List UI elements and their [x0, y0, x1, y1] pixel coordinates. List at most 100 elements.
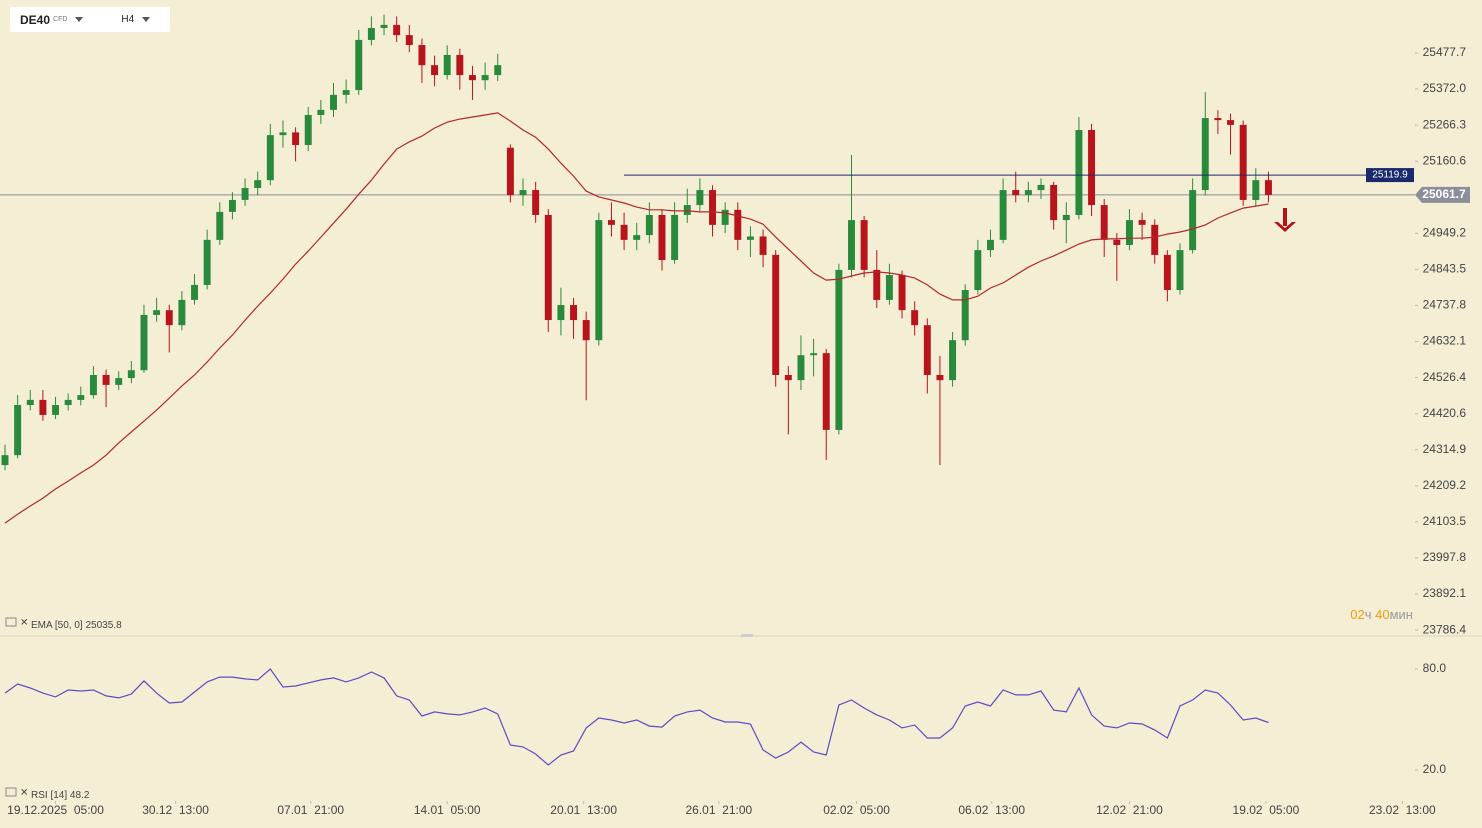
indicator-settings-icon[interactable] — [5, 617, 17, 627]
y-tick-label: 25160.6 — [1423, 153, 1467, 167]
candle-body — [620, 224, 628, 240]
candle-body — [77, 395, 85, 400]
candle-body — [949, 340, 957, 381]
candle-body — [494, 65, 502, 76]
candle-body — [999, 190, 1007, 240]
panel-resize-handle[interactable] — [741, 634, 753, 637]
candle-body — [279, 132, 287, 136]
candle-body — [1151, 224, 1159, 255]
dropdown-arrow[interactable] — [142, 17, 151, 22]
countdown-hours: 02 — [1350, 607, 1364, 622]
candle-body — [1062, 214, 1070, 221]
x-tick-label: 02.02 05:00 — [823, 803, 890, 817]
candle-body — [292, 132, 300, 146]
candle-body — [759, 236, 767, 255]
candle-body — [658, 214, 666, 261]
ema-line — [4, 112, 1269, 524]
dropdown-arrow[interactable] — [75, 17, 84, 22]
candle-body — [405, 35, 413, 46]
candle-body — [885, 275, 893, 300]
level-label: 25119.9 — [1372, 170, 1408, 181]
rsi-value: 48.2 — [70, 790, 90, 801]
y-tick-label: 24314.9 — [1423, 442, 1467, 456]
bar-countdown: 02ч 40мин — [1350, 607, 1413, 622]
symbol-tag: CFD — [53, 16, 68, 23]
last-price-box — [1415, 186, 1470, 203]
ema-legend: ✕ EMA [50, 0] 25035.8 — [5, 617, 123, 631]
candle-body — [1088, 130, 1096, 206]
candle-body — [683, 205, 691, 215]
y-tick-label: 24632.1 — [1423, 334, 1467, 348]
candle-body — [481, 75, 489, 81]
candle-body — [936, 374, 944, 381]
candle-body — [1012, 190, 1020, 196]
candle-body — [254, 180, 262, 189]
candle-body — [923, 325, 931, 375]
countdown-minutes: 40 — [1375, 607, 1389, 622]
x-tick-label: 07.01 21:00 — [277, 803, 344, 817]
candle-body — [1201, 118, 1209, 191]
y-tick-label: 24209.2 — [1423, 478, 1467, 492]
candle-body — [911, 310, 919, 326]
candle-body — [1125, 220, 1133, 245]
x-tick-label: 26.01 21:00 — [685, 803, 752, 817]
x-tick-label: 19.02 05:00 — [1233, 803, 1300, 817]
candle-body — [89, 374, 97, 396]
candle-body — [746, 236, 754, 240]
candle-body — [102, 374, 110, 385]
y-tick-label: 24420.6 — [1423, 406, 1467, 420]
candle-body — [1239, 124, 1247, 200]
candle-body — [228, 199, 236, 212]
candle-body — [39, 399, 47, 415]
candle-body — [582, 320, 590, 341]
countdown-minutes-unit: мин — [1390, 607, 1413, 622]
candle-body — [544, 214, 552, 321]
candle-body — [191, 284, 198, 300]
symbol-selector[interactable]: DE40 CFD H4 — [10, 7, 170, 32]
candle-body — [810, 353, 818, 356]
candle-body — [468, 75, 476, 81]
indicator-close-icon[interactable]: ✕ — [20, 788, 28, 799]
indicator-close-icon[interactable]: ✕ — [20, 618, 28, 629]
candle-body — [1075, 130, 1083, 215]
candle-body — [633, 235, 641, 240]
candle-body — [532, 190, 540, 215]
y-tick-label: 25477.7 — [1423, 45, 1467, 59]
candle-body — [418, 45, 426, 66]
timeframe[interactable]: H4 — [121, 14, 135, 25]
candle-body — [1176, 250, 1184, 291]
candle-body — [330, 94, 337, 110]
level-label-box — [1366, 168, 1414, 183]
candle-body — [14, 405, 22, 456]
rsi-name: RSI — [31, 790, 48, 801]
candle-body — [1, 455, 9, 466]
y-tick-label: 24737.8 — [1423, 298, 1467, 312]
y-tick-label: 25372.0 — [1423, 81, 1467, 95]
candle-body — [64, 399, 72, 406]
candle-body — [1214, 118, 1222, 121]
candle-body — [342, 90, 350, 95]
candle-body — [557, 305, 565, 321]
last-price-label: 25061.7 — [1422, 187, 1466, 201]
ema-value: 25035.8 — [86, 620, 123, 631]
candle-body — [317, 109, 325, 115]
candle-body — [431, 65, 439, 76]
candle-body — [696, 190, 704, 206]
candle-body — [873, 269, 881, 300]
rsi-tick-label: 80.0 — [1423, 661, 1447, 675]
candle-body — [393, 24, 401, 36]
y-tick-label: 25266.3 — [1423, 117, 1467, 131]
candle-body — [848, 220, 855, 270]
candle-body — [721, 209, 729, 225]
candle-body — [367, 27, 375, 40]
indicator-settings-icon[interactable] — [5, 787, 17, 797]
candle-body — [443, 54, 451, 76]
ema-params: [50, 0] — [55, 620, 83, 631]
candle-body — [506, 147, 514, 196]
candle-body — [115, 378, 123, 385]
candle-body — [974, 250, 982, 291]
x-tick-label: 19.12.2025 05:00 — [7, 803, 104, 817]
candle-body — [1227, 120, 1235, 125]
